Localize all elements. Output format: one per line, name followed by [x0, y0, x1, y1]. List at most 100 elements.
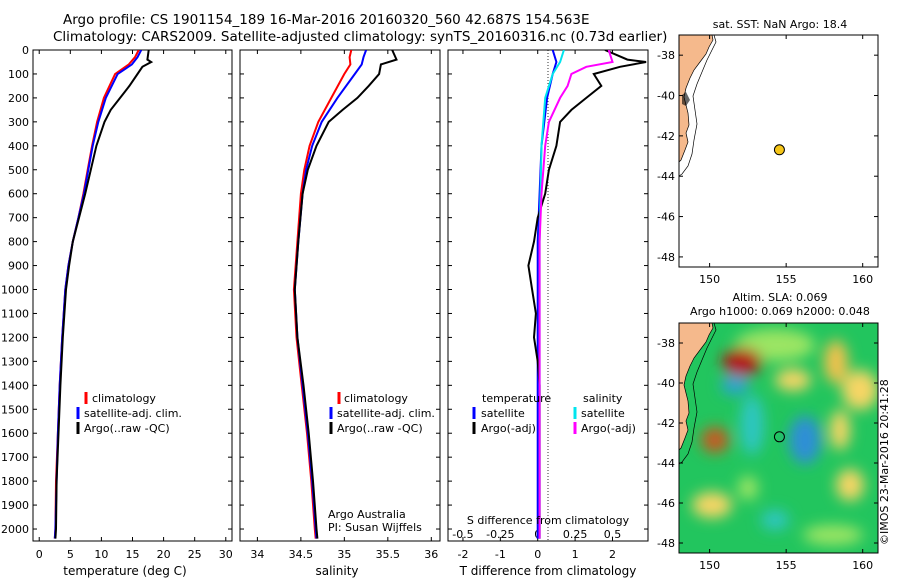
x-tick-label: 34: [250, 548, 264, 561]
y-tick-label: 1800: [1, 475, 29, 488]
y-tick-label: 1900: [1, 499, 29, 512]
y-tick-label: 500: [8, 164, 29, 177]
sla-map-axes: 150 155 160 -38 -40 -42 -44 -46 -48: [657, 323, 878, 572]
y-tick-label: 1500: [1, 403, 29, 416]
x-tick-label-top: -0.25: [486, 528, 514, 541]
sst-map-frame: [678, 34, 879, 268]
legend-label-satellite-s: satellite: [581, 407, 625, 420]
x-tick-label: 1: [572, 548, 579, 561]
y-tick-label: 700: [8, 212, 29, 225]
sla-map-title: Altim. SLA: 0.069: [732, 291, 827, 304]
x-tick-label: 30: [219, 548, 233, 561]
legend-label-climatology: climatology: [92, 392, 156, 405]
legend-heading-temperature: temperature: [482, 392, 551, 405]
sla-heatmap: [679, 323, 878, 553]
series-line: [293, 50, 368, 539]
legend-label-argo-s: Argo(-adj): [581, 422, 636, 435]
shelf-contour: [679, 35, 717, 177]
sla-map-frame: [678, 322, 879, 554]
credit-line-2: PI: Susan Wijffels: [328, 521, 422, 534]
sla-map-panel: Altim. SLA: 0.069 Argo h1000: 0.069 h200…: [657, 291, 879, 572]
x-tick-label: 0: [534, 548, 541, 561]
legend-label-argo-t: Argo(-adj): [481, 422, 536, 435]
y-tick-label: -46: [657, 211, 675, 224]
credit-line-1: Argo Australia: [328, 508, 406, 521]
y-tick-label: 400: [8, 140, 29, 153]
x-tick-label: 36: [424, 548, 438, 561]
y-tick-label: 1400: [1, 379, 29, 392]
x-tick-label: 15: [126, 548, 140, 561]
series-line: [53, 50, 140, 539]
legend-label-satellite-t: satellite: [481, 407, 525, 420]
x-tick-label: 35.5: [376, 548, 401, 561]
y-tick-label: -48: [657, 537, 675, 550]
x-tick-label: 155: [776, 559, 797, 572]
sst-map-title: sat. SST: NaN Argo: 18.4: [713, 18, 847, 31]
island-marks: [682, 92, 690, 106]
legend-heading-salinity: salinity: [583, 392, 623, 405]
x-tick-label: 155: [776, 273, 797, 286]
y-tick-label: 600: [8, 188, 29, 201]
x-tick-label: 160: [852, 273, 873, 286]
series-line: [527, 50, 647, 539]
series-line: [53, 50, 143, 539]
x-tick-label: 150: [699, 273, 720, 286]
y-tick-label: 1300: [1, 355, 29, 368]
legend-label-argo: Argo(..raw -QC): [84, 422, 170, 435]
legend-label-satellite: satellite-adj. clim.: [84, 407, 182, 420]
x-tick-label: 20: [157, 548, 171, 561]
x-tick-label: 2: [609, 548, 616, 561]
imos-timestamp: ©IMOS 23-Mar-2016 20:41:28: [878, 379, 891, 545]
y-tick-label: -44: [657, 457, 675, 470]
title-line-2: Climatology: CARS2009. Satellite-adjuste…: [53, 29, 668, 45]
mainland-coastline-sla: [679, 323, 714, 451]
x-tick-label: 10: [94, 548, 108, 561]
x-tick-label: 0: [36, 548, 43, 561]
x-tick-label: -2: [457, 548, 468, 561]
temperature-xlabel: temperature (deg C): [63, 564, 186, 578]
y-tick-label: 2000: [1, 523, 29, 536]
y-tick-label: -46: [657, 497, 675, 510]
y-tick-label: 1000: [1, 284, 29, 297]
y-tick-label: -44: [657, 170, 675, 183]
difference-panel: -2 -1 0 1 2 -0.5 -0.25 0 0.25 0.5 T difference f…: [447, 49, 649, 578]
y-tick-label: 300: [8, 116, 29, 129]
difference-legend-salinity: salinity satellite Argo(-adj): [573, 392, 636, 435]
x-tick-label-top: 0.5: [604, 528, 622, 541]
temperature-legend: climatology satellite-adj. clim. Argo(..…: [76, 392, 182, 435]
x-tick-label-top: -0.5: [452, 528, 473, 541]
series-line: [292, 50, 353, 539]
y-tick-label: -38: [657, 337, 675, 350]
y-tick-label: 1200: [1, 331, 29, 344]
y-tick-label: 1600: [1, 427, 29, 440]
x-tick-label: 150: [699, 559, 720, 572]
difference-x-axis: -2 -1 0 1 2: [457, 50, 616, 561]
depth-axis: 0 100 200 300 400 500 600 700 800 900 1000 1100 1200…: [1, 44, 232, 536]
y-tick-label: 800: [8, 236, 29, 249]
sla-map-subtitle: Argo h1000: 0.069 h2000: 0.048: [690, 305, 870, 318]
sst-map-axes: 150 155 160 -38 -40 -42 -44 -46 -48: [657, 35, 878, 286]
legend-label-climatology: climatology: [344, 392, 408, 405]
difference-legend-temperature: temperature satellite Argo(-adj): [472, 392, 551, 435]
difference-xlabel-top: S difference from climatology: [467, 514, 630, 527]
y-tick-label: 100: [8, 68, 29, 81]
temperature-axes-frame: [32, 49, 233, 542]
y-tick-label: -40: [657, 90, 675, 103]
series-line: [293, 50, 398, 539]
y-tick-label: 200: [8, 92, 29, 105]
difference-series: [527, 50, 647, 539]
x-tick-label: 35: [337, 548, 351, 561]
salinity-legend: climatology satellite-adj. clim. Argo(..…: [329, 392, 435, 435]
salinity-panel: 34 34.5 35 35.5 36 salinity climatology sate…: [239, 49, 441, 578]
difference-y-ticks: [448, 49, 648, 530]
legend-label-argo: Argo(..raw -QC): [337, 422, 423, 435]
temperature-series: [53, 50, 154, 539]
series-line: [54, 50, 154, 539]
x-tick-label: 160: [852, 559, 873, 572]
y-tick-label: -42: [657, 417, 675, 430]
title-line-1: Argo profile: CS 1901154_189 16-Mar-2016…: [63, 12, 590, 28]
x-tick-label: 5: [67, 548, 74, 561]
salinity-y-ticks: [240, 49, 440, 530]
y-tick-label: 900: [8, 260, 29, 273]
